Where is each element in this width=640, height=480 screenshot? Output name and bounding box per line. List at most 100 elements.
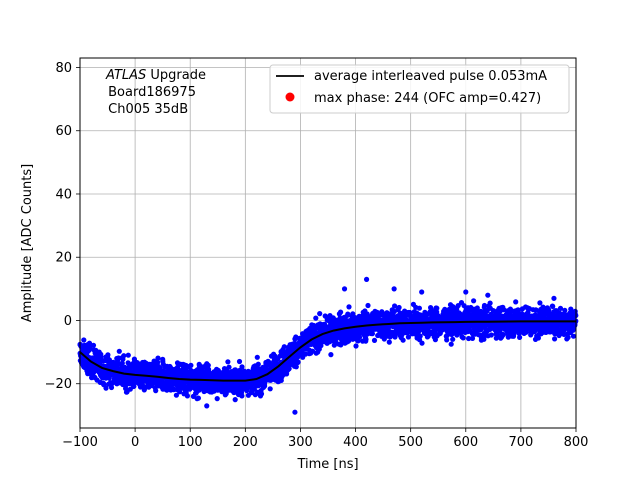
scatter-outlier (391, 286, 397, 292)
scatter-point (188, 362, 194, 368)
scatter-point (338, 309, 344, 315)
scatter-point (513, 299, 519, 305)
average-pulse-polyline (79, 320, 576, 382)
scatter-point (173, 392, 179, 398)
x-tick-label: 400 (343, 435, 368, 450)
scatter-point (267, 386, 273, 392)
scatter-point (471, 298, 477, 304)
scatter-point (444, 337, 450, 343)
legend-marker-swatch (285, 92, 295, 102)
scatter-point (455, 303, 461, 309)
scatter-point (98, 351, 104, 357)
y-tick-label: 0 (64, 314, 72, 329)
scatter-point (226, 364, 232, 370)
scatter-point (131, 383, 137, 389)
scatter-point (255, 361, 261, 367)
scatter-point (317, 311, 323, 317)
scatter-outlier (363, 276, 370, 282)
scatter-point (155, 359, 161, 365)
scatter-point (392, 303, 398, 309)
scatter-point (356, 334, 363, 340)
y-axis-label: Amplitude [ADC Counts] (20, 164, 35, 322)
legend-entry-average: average interleaved pulse 0.053mA (314, 69, 547, 84)
scatter-point (100, 380, 107, 386)
scatter-point (205, 362, 211, 368)
scatter-point (533, 307, 539, 313)
scatter-point (353, 343, 359, 349)
annotation-line-1: ATLAS Upgrade (105, 68, 206, 83)
scatter-point (552, 336, 558, 342)
scatter-point (346, 304, 352, 310)
scatter-point (295, 359, 301, 365)
scatter-point (345, 312, 351, 318)
scatter-point (450, 336, 456, 342)
scatter-point (119, 360, 125, 366)
legend-box (269, 64, 570, 114)
scatter-point (535, 335, 542, 341)
x-tick-label: 700 (508, 435, 533, 450)
scatter-point (363, 336, 369, 342)
scatter-point (396, 304, 402, 311)
scatter-point (466, 335, 472, 342)
scatter-point (313, 315, 319, 321)
plot-frame (79, 57, 577, 429)
scatter-outlier (204, 403, 210, 409)
scatter-point (345, 338, 352, 344)
legend-entry-max-phase: max phase: 244 (OFC amp=0.427) (314, 91, 541, 106)
scatter-point (537, 300, 543, 306)
annotation-line-3: Ch005 35dB (104, 102, 188, 117)
annotation-line-2: Board186975 (104, 85, 196, 100)
scatter-point (500, 332, 506, 338)
scatter-point (568, 306, 574, 312)
scatter-point (371, 337, 378, 343)
scatter-outlier (463, 289, 469, 295)
x-axis-label: Time [ns] (296, 457, 358, 472)
y-tick-label: 80 (55, 61, 72, 76)
scatter-point (350, 311, 356, 317)
scatter-point (121, 353, 127, 359)
legend: average interleaved pulse 0.053mA max ph… (269, 64, 570, 114)
scatter-point (87, 345, 93, 351)
scatter-point (405, 334, 411, 340)
scatter-point (281, 344, 287, 350)
x-tick-label: 800 (564, 435, 589, 450)
scatter-point (177, 389, 183, 395)
scatter-point (125, 352, 131, 358)
scatter-point (239, 364, 245, 370)
scatter-point (90, 342, 97, 348)
scatter-point (103, 385, 109, 391)
scatter-point (557, 305, 564, 311)
scatter-outlier (551, 295, 557, 301)
scatter-outlier (341, 286, 348, 292)
scatter-point (386, 339, 392, 345)
scatter-point (153, 388, 159, 394)
scatter-outlier (419, 289, 425, 295)
scatter-point (81, 337, 87, 343)
x-tick-label: 500 (398, 435, 423, 450)
scatter-point (184, 393, 190, 399)
scatter-point (448, 341, 454, 347)
scatter-point (487, 300, 493, 306)
x-tick-label: 300 (288, 435, 313, 450)
y-tick-label: −20 (45, 377, 72, 392)
scatter-point (302, 351, 309, 357)
y-tick-label: 40 (55, 187, 72, 202)
scatter-point (400, 337, 406, 343)
scatter-point (469, 335, 476, 341)
scatter-point (286, 365, 292, 371)
scatter-point (239, 393, 245, 399)
scatter-point (225, 359, 231, 365)
scatter-point (262, 383, 268, 389)
x-tick-label: −100 (62, 435, 98, 450)
scatter-point (570, 333, 577, 339)
scatter-point (434, 305, 440, 311)
scatter-point (550, 303, 556, 309)
scatter-point (236, 358, 243, 365)
scatter-point (365, 302, 371, 309)
scatter-point (116, 348, 122, 354)
scatter-point (419, 340, 425, 346)
x-axis-ticks: −100 0 100 200 300 400 500 600 700 800 (62, 428, 588, 450)
scatter-point (232, 397, 238, 403)
scatter-point (481, 302, 488, 309)
